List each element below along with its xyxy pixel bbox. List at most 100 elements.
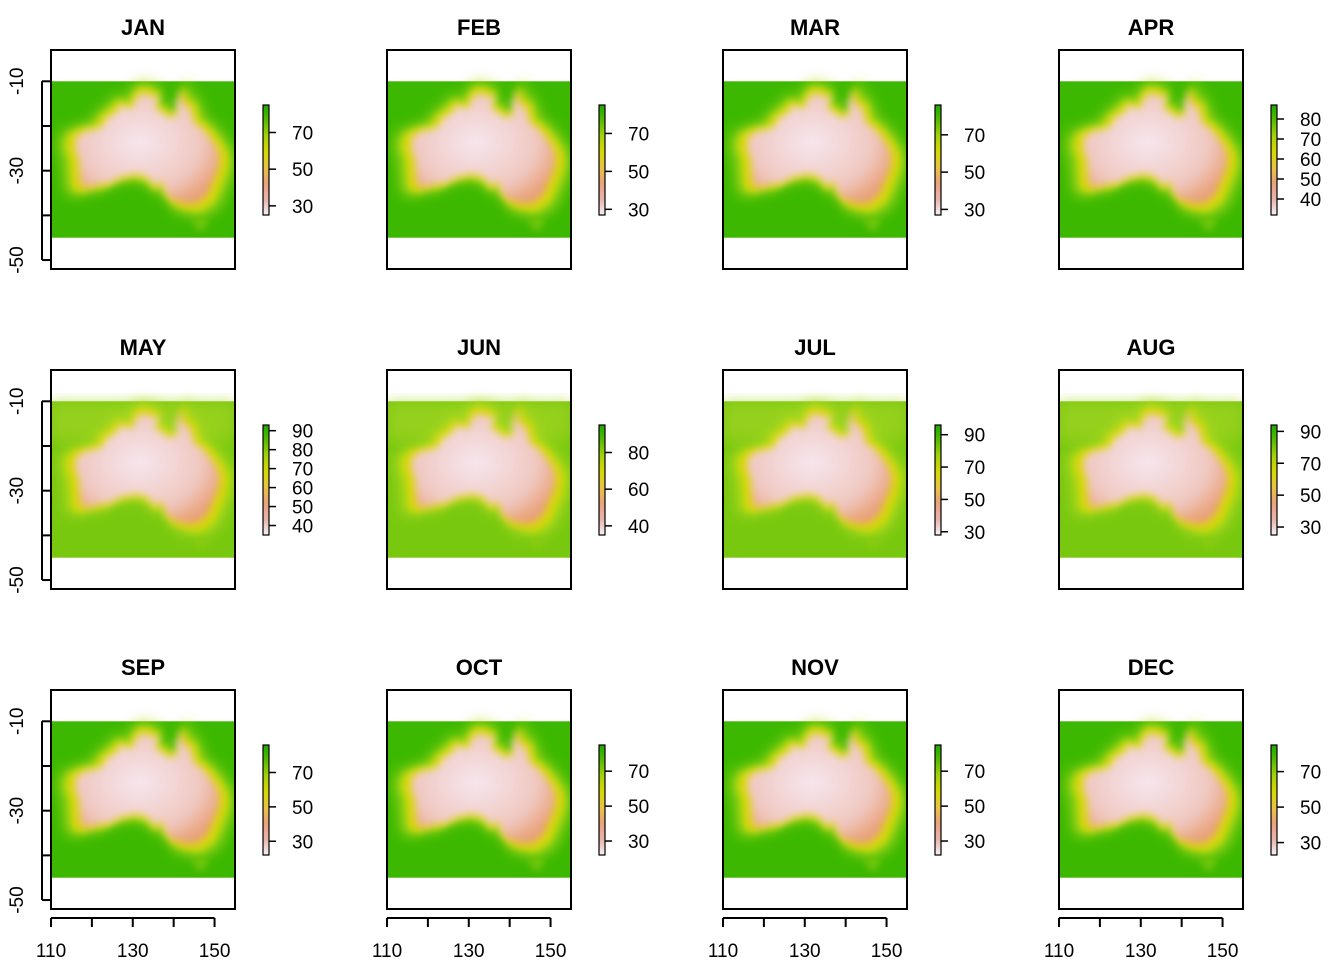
plot-area	[387, 718, 571, 878]
plot-frame	[386, 689, 572, 910]
panel-title: JUN	[457, 335, 501, 360]
legend-bar	[1270, 744, 1278, 856]
plot-area	[723, 398, 907, 558]
plot-frame	[722, 49, 908, 270]
panel-title: DEC	[1128, 655, 1175, 680]
tasmania	[528, 858, 544, 871]
y-tick-label: -50	[7, 566, 28, 593]
color-legend: 80 60 40	[598, 424, 649, 538]
legend-bar	[934, 744, 942, 856]
legend-tick-label: 30	[628, 832, 649, 853]
color-legend: 70 50 30	[934, 104, 985, 221]
legend-tick-label: 60	[1300, 150, 1321, 171]
land-interior	[746, 90, 893, 205]
land-interior	[1082, 730, 1229, 845]
legend-bar	[262, 424, 270, 536]
panel-oct: OCT 110 130 150 70 50 30	[372, 655, 649, 960]
panel-title: JAN	[121, 15, 165, 40]
y-tick-label: -10	[7, 708, 28, 735]
land-interior	[410, 90, 557, 205]
y-tick-label: -50	[7, 246, 28, 273]
panel-title: MAR	[790, 15, 840, 40]
y-axis: -10 -30 -50	[7, 708, 51, 914]
color-legend: 90 70 50 30	[934, 424, 985, 544]
legend-tick-label: 30	[1300, 518, 1321, 539]
panel-jun: JUN 80 60 40	[386, 335, 649, 590]
legend-tick-label: 90	[1300, 422, 1321, 443]
panel-title: APR	[1128, 15, 1175, 40]
legend-bar	[262, 104, 270, 216]
legend-tick-label: 30	[964, 200, 985, 221]
legend-tick-label: 30	[964, 832, 985, 853]
legend-tick-label: 70	[292, 764, 313, 785]
legend-tick-label: 50	[964, 490, 985, 511]
plot-area	[1059, 78, 1243, 238]
land-interior	[74, 90, 221, 205]
plot-frame	[1058, 49, 1244, 270]
legend-tick-label: 70	[964, 126, 985, 147]
color-legend: 70 50 30	[598, 104, 649, 221]
y-axis: -10 -30 -50	[7, 388, 51, 594]
panel-title: JUL	[794, 335, 836, 360]
legend-tick-label: 70	[1300, 454, 1321, 475]
legend-tick-label: 30	[292, 197, 313, 218]
land-interior	[74, 410, 221, 525]
plot-area	[51, 718, 235, 878]
plot-frame	[50, 369, 236, 590]
panel-feb: FEB 70 50 30	[386, 15, 649, 270]
color-legend: 90 70 50 30	[1270, 422, 1321, 539]
plot-area	[723, 78, 907, 238]
legend-tick-label: 50	[1300, 486, 1321, 507]
land-interior	[410, 730, 557, 845]
x-tick-label: 110	[372, 941, 402, 960]
x-tick-label: 130	[1125, 941, 1157, 960]
panel-sep: SEP -10 -30 -50 110 130 150 70 50 30	[7, 655, 313, 960]
legend-bar	[598, 744, 606, 856]
legend-tick-label: 70	[628, 762, 649, 783]
tasmania	[864, 858, 880, 871]
legend-tick-label: 50	[628, 797, 649, 818]
legend-tick-label: 70	[292, 460, 313, 481]
x-tick-label: 110	[708, 941, 738, 960]
legend-bar	[598, 104, 606, 216]
plot-frame	[386, 49, 572, 270]
legend-tick-label: 70	[292, 124, 313, 145]
legend-tick-label: 50	[292, 160, 313, 181]
legend-tick-label: 50	[292, 498, 313, 519]
x-tick-label: 150	[1207, 941, 1239, 960]
land-interior	[746, 730, 893, 845]
y-tick-label: -30	[7, 477, 28, 504]
tasmania	[1200, 538, 1216, 551]
legend-tick-label: 70	[1300, 130, 1321, 151]
x-tick-label: 150	[199, 941, 231, 960]
panel-nov: NOV 110 130 150 70 50 30	[708, 655, 985, 960]
x-tick-label: 150	[871, 941, 903, 960]
color-legend: 70 50 30	[262, 104, 313, 218]
legend-tick-label: 40	[628, 517, 649, 538]
tasmania	[192, 538, 208, 551]
y-tick-label: -30	[7, 157, 28, 184]
legend-tick-label: 70	[964, 458, 985, 479]
y-tick-label: -10	[7, 388, 28, 415]
legend-tick-label: 50	[964, 163, 985, 184]
color-legend: 70 50 30	[934, 744, 985, 856]
tasmania	[192, 858, 208, 871]
y-tick-label: -50	[7, 886, 28, 913]
land-interior	[1082, 410, 1229, 525]
tasmania	[192, 218, 208, 231]
legend-tick-label: 60	[292, 479, 313, 500]
legend-tick-label: 30	[628, 200, 649, 221]
legend-tick-label: 30	[1300, 834, 1321, 855]
panel-title: NOV	[791, 655, 839, 680]
tasmania	[1200, 858, 1216, 871]
plot-frame	[50, 49, 236, 270]
legend-tick-label: 40	[292, 517, 313, 538]
land-interior	[1082, 90, 1229, 205]
tasmania	[864, 218, 880, 231]
color-legend: 70 50 30	[262, 744, 313, 856]
panel-title: MAY	[120, 335, 167, 360]
